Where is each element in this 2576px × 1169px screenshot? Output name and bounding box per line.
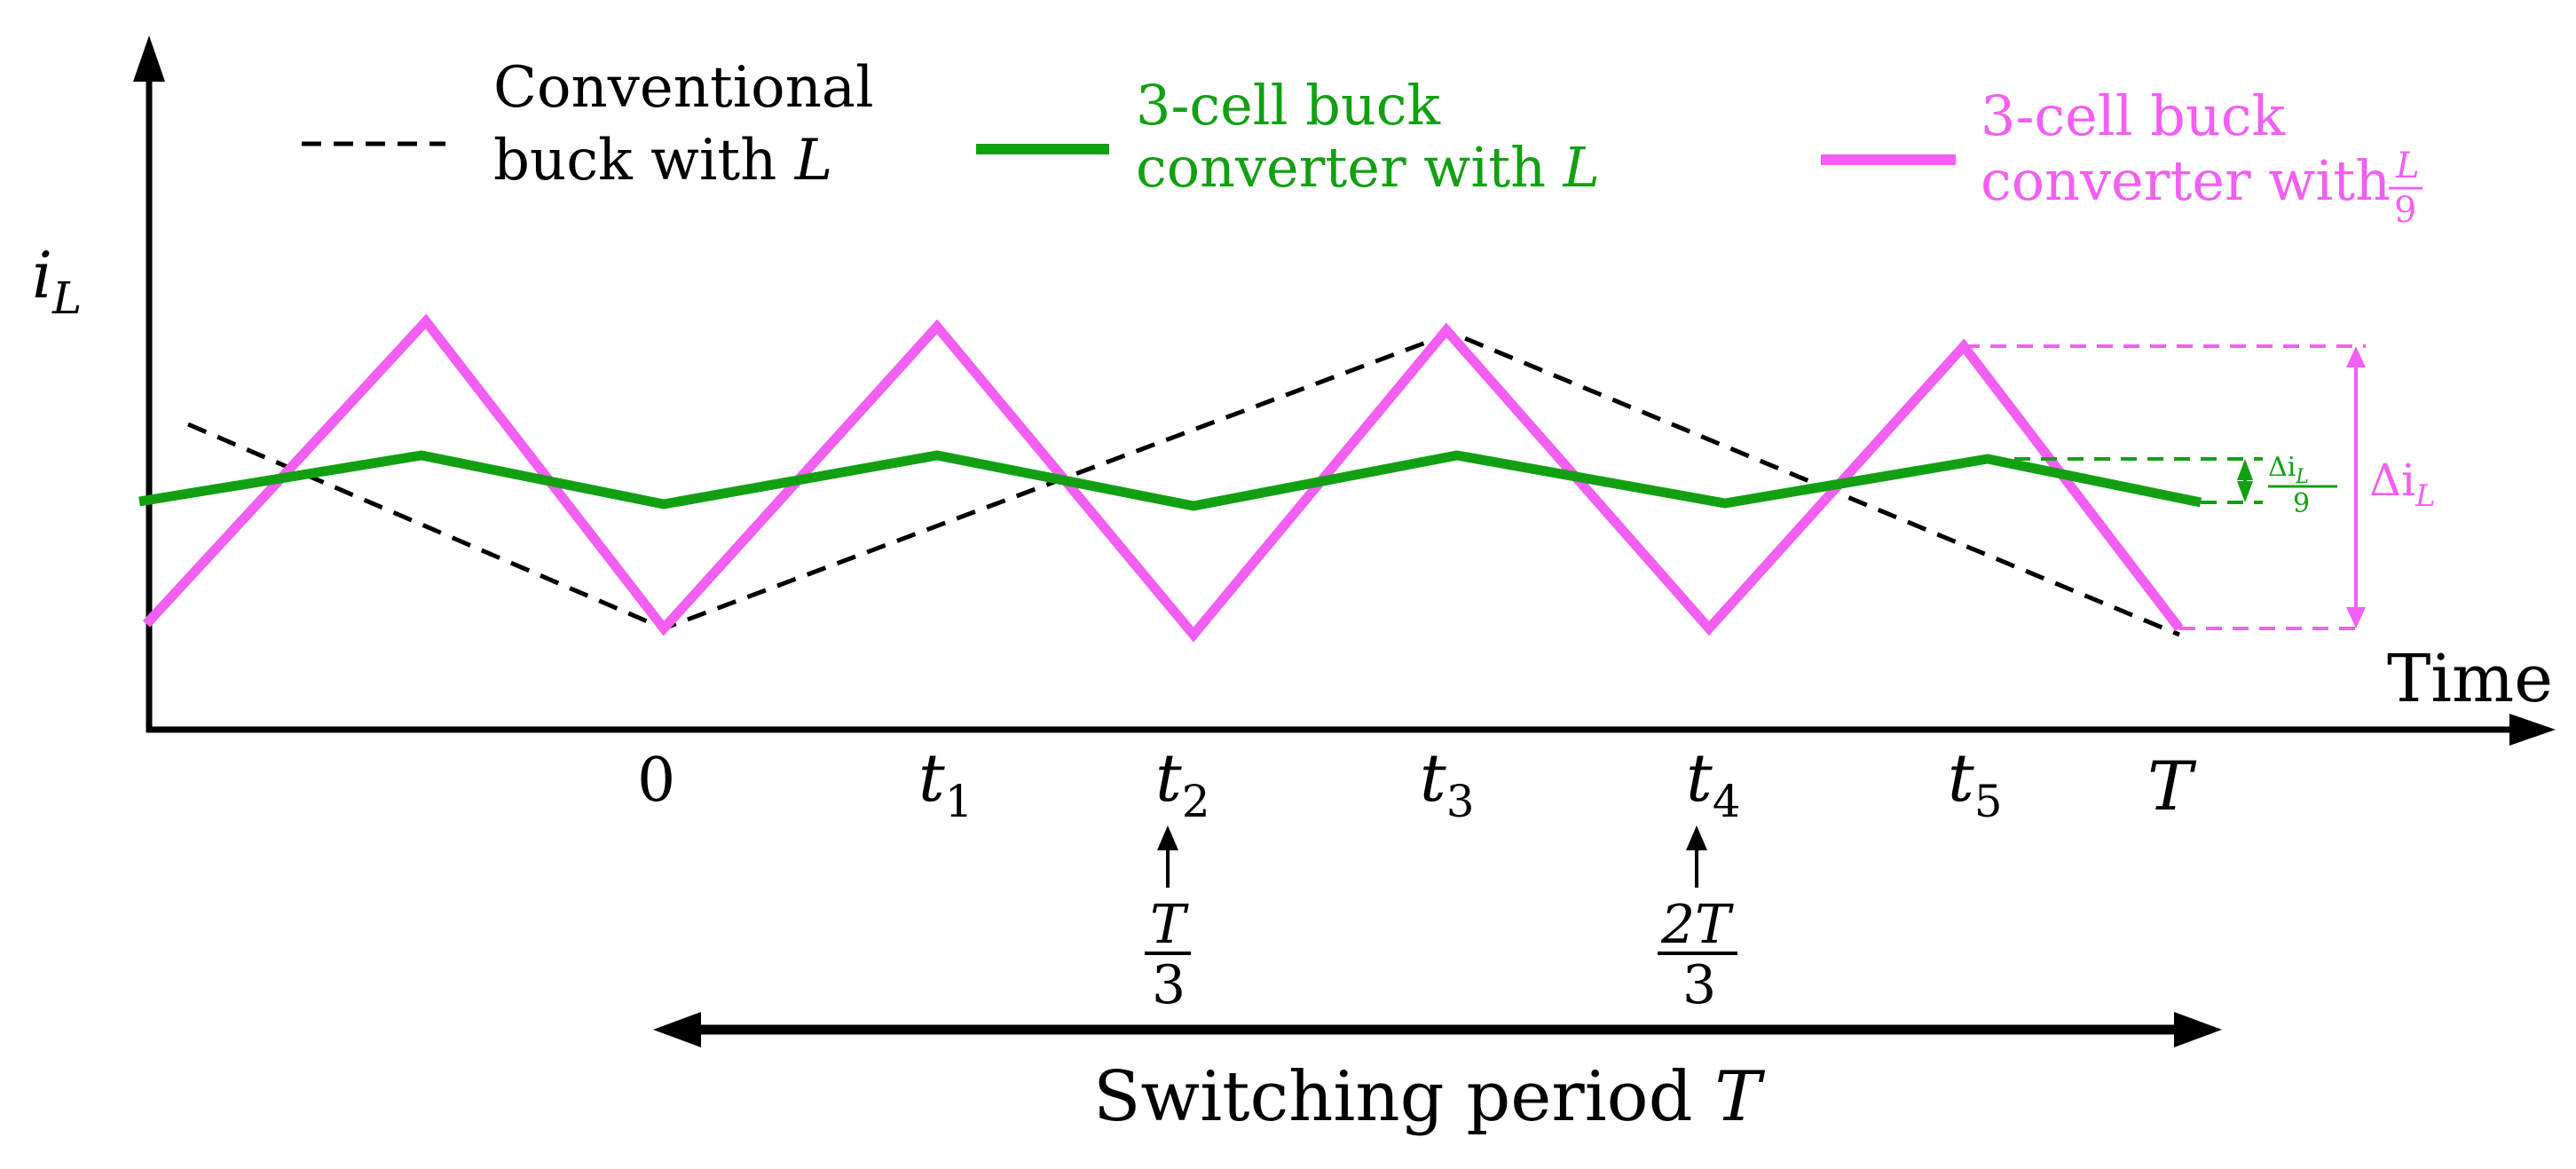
green-ripple-num: ΔiL [2268,452,2309,488]
period-arrowhead-right [2174,1012,2222,1047]
legend-magenta-frac-num: L [2395,146,2420,186]
x-axis-label: Time [2387,641,2553,717]
t4-frac-den: 3 [1682,954,1716,1016]
t2-frac-num: T [1150,894,1189,956]
magenta-ripple-annotation: ΔiL [1964,344,2436,630]
switching-period-annotation: Switching period T [653,1012,2222,1137]
conventional-buck-waveform [187,330,2180,637]
time-ticks: 0 t1 t2 t3 t4 t5 T [637,740,2197,827]
legend-green-line1: 3-cell buck [1136,73,1441,138]
legend-green-line2: converter with L [1136,135,1600,200]
three-cell-L-waveform [138,450,2202,511]
t2-arrowhead [1157,825,1178,850]
tick-t3: t3 [1420,740,1475,827]
period-arrowhead-left [653,1012,701,1047]
y-axis-arrowhead [133,36,165,82]
tick-T: T [2147,746,2197,825]
t4-arrowhead [1686,825,1707,850]
green-ripple-den: 9 [2293,488,2310,519]
three-cell-L9-waveform [142,313,2184,643]
t4-frac-num: 2T [1660,894,1734,956]
tick-t2: t2 [1155,740,1210,827]
tick-t1: t1 [918,740,973,827]
legend: Conventional buck with L 3-cell buck con… [302,55,2422,231]
legend-conventional-line1: Conventional [493,55,874,121]
tick-zero: 0 [637,746,675,816]
legend-magenta-line2: converter with [1981,148,2391,213]
x-axis-arrowhead [2509,714,2556,746]
legend-conventional-line2: buck with L [493,128,832,194]
t4-fraction-annotation: 2T 3 [1658,825,1737,1016]
legend-magenta-frac-den: 9 [2394,190,2416,231]
tick-t5: t5 [1948,740,2003,827]
y-axis-label: iL [32,238,82,324]
period-label: Switching period T [1093,1057,1765,1137]
legend-magenta-line1: 3-cell buck [1981,83,2286,148]
magenta-ripple-label: ΔiL [2369,454,2436,514]
t2-frac-den: 3 [1152,954,1186,1016]
green-ripple-annotation: ΔiL 9 [1988,452,2337,519]
t2-fraction-annotation: T 3 [1145,825,1191,1016]
tick-t4: t4 [1686,740,1741,827]
